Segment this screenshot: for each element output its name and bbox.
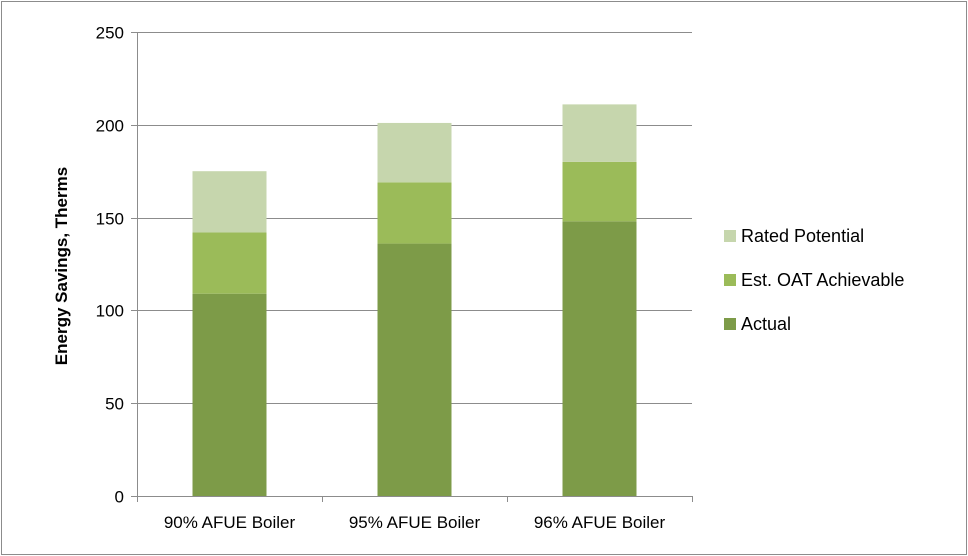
bar-segment-actual — [192, 293, 267, 496]
x-tick-label: 90% AFUE Boiler — [164, 513, 296, 532]
legend-swatch — [724, 318, 736, 330]
bar-segment-actual — [562, 221, 637, 496]
y-tick-label: 250 — [96, 24, 124, 43]
legend-swatch — [724, 230, 736, 242]
bar-segment-est-oat-achievable — [562, 161, 637, 222]
bars — [192, 104, 637, 496]
bar-segment-est-oat-achievable — [377, 182, 452, 244]
x-tick-labels: 90% AFUE Boiler 95% AFUE Boiler 96% AFUE B… — [164, 513, 666, 532]
y-tick-label: 150 — [96, 210, 124, 229]
y-tick-label: 50 — [105, 395, 124, 414]
legend-swatch — [724, 274, 736, 286]
bar-segment-actual — [377, 243, 452, 496]
y-tick-labels: 0 50 100 150 200 250 — [96, 24, 124, 507]
legend-label: Rated Potential — [741, 226, 864, 246]
x-tick-label: 96% AFUE Boiler — [534, 513, 666, 532]
y-tick-label: 100 — [96, 302, 124, 321]
legend-label: Actual — [741, 314, 791, 334]
legend: Rated Potential Est. OAT Achievable Actual — [724, 226, 904, 334]
x-tick-label: 95% AFUE Boiler — [349, 513, 481, 532]
y-tick-label: 200 — [96, 117, 124, 136]
bar-segment-rated-potential — [377, 122, 452, 183]
bar-segment-est-oat-achievable — [192, 232, 267, 294]
bar-segment-rated-potential — [192, 171, 267, 233]
axes — [131, 32, 693, 502]
bar-segment-rated-potential — [562, 104, 637, 162]
y-axis-label: Energy Savings, Therms — [52, 167, 71, 365]
legend-label: Est. OAT Achievable — [741, 270, 904, 290]
y-tick-label: 0 — [115, 488, 124, 507]
